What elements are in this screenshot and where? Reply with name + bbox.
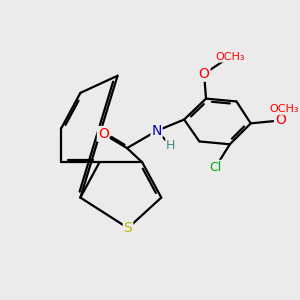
Text: S: S <box>124 221 132 235</box>
Text: O: O <box>98 127 109 141</box>
Text: O: O <box>199 67 210 81</box>
Text: OCH₃: OCH₃ <box>269 104 299 114</box>
Text: OCH₃: OCH₃ <box>215 52 244 62</box>
Text: N: N <box>151 124 162 138</box>
Text: O: O <box>275 113 286 128</box>
Text: Cl: Cl <box>209 160 222 174</box>
Text: H: H <box>166 139 176 152</box>
